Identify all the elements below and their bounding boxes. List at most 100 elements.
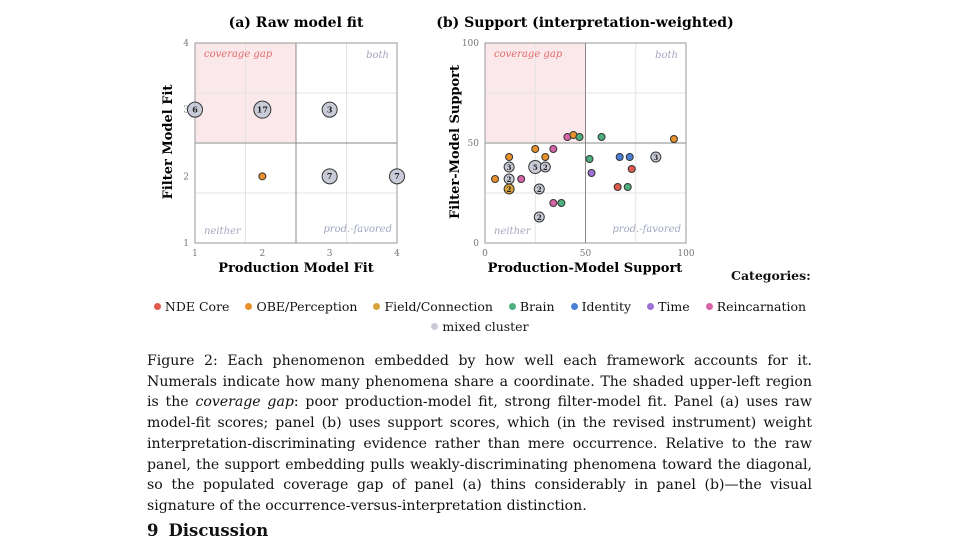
panel-b-point — [503, 183, 515, 195]
legend-label: mixed cluster — [442, 318, 529, 334]
legend-label: Time — [658, 298, 690, 314]
panel-a-xtick: 2 — [259, 249, 265, 259]
panel-b-point-count: 2 — [507, 175, 512, 184]
legend-item: mixed cluster — [431, 318, 529, 334]
panel-a-point-count: 17 — [257, 104, 268, 114]
figure-svg: (a) Raw model fit 1 2 3 4 1 2 3 4 coverage gap bo… — [161, 15, 734, 276]
panel-b-point — [557, 199, 566, 207]
panel-b-point — [533, 183, 545, 195]
legend-row: NDE Core OBE/Perception Field/Connection Br… — [130, 296, 830, 316]
panel-a-xtick: 3 — [327, 249, 333, 259]
legend-swatch — [705, 302, 713, 310]
panel-a-frame — [194, 42, 398, 244]
panel-a-region-both: both — [366, 50, 389, 61]
panel-b-region-both: both — [655, 50, 678, 61]
panel-b-ylabel: Filter-Model Support — [448, 65, 463, 219]
panel-b-point-count: 2 — [537, 213, 542, 222]
panel-b-point — [575, 133, 584, 141]
panel-b-point — [627, 165, 636, 173]
legend-label: Field/Connection — [384, 298, 493, 314]
panel-b-point — [623, 183, 632, 191]
panel-b-ytick: 50 — [468, 139, 480, 149]
caption-emphasis: coverage gap — [195, 394, 294, 411]
panel-a: (a) Raw model fit 1 2 3 4 1 2 3 4 coverage gap bo… — [161, 15, 405, 276]
legend-swatch — [245, 302, 253, 310]
panel-b-point-count: 2 — [507, 185, 512, 194]
panel-b-point — [615, 153, 624, 161]
legend-item: Brain — [508, 298, 555, 314]
legend-swatch — [570, 302, 578, 310]
panel-a-point-count: 6 — [192, 104, 198, 114]
legend-item: Identity — [570, 298, 632, 314]
legend-swatch — [431, 322, 439, 330]
panel-b-point — [585, 155, 594, 163]
panel-b-region-neither: neither — [494, 226, 532, 237]
panel-b-point — [625, 153, 634, 161]
panel-a-region-neither: neither — [204, 226, 242, 237]
legend-label: Identity — [581, 298, 632, 314]
panel-b-point — [587, 169, 596, 177]
panel-b-point — [491, 175, 500, 183]
caption-text: : poor production-model fit, strong filt… — [147, 394, 812, 514]
legend-item: NDE Core — [153, 298, 230, 314]
legend-label: Brain — [519, 298, 555, 314]
panel-a-xtick: 1 — [192, 249, 198, 259]
legend-label: Reincarnation — [716, 298, 807, 314]
panel-b-point-count: 3 — [507, 163, 512, 172]
panel-b-point-count: 2 — [543, 163, 548, 172]
panel-b-xtick: 0 — [482, 249, 488, 259]
legend-swatch — [373, 302, 381, 310]
panel-a-point-count: 7 — [327, 171, 333, 181]
panel-b-point — [531, 145, 540, 153]
panel-b-xtick: 100 — [677, 249, 694, 259]
panel-b-ytick: 0 — [473, 239, 479, 249]
panel-b-point — [539, 161, 551, 173]
panel-a-ytick: 3 — [183, 106, 189, 116]
panel-a-region-prod-favored: prod.-favored — [323, 224, 392, 235]
panel-a-xlabel: Production Model Fit — [218, 261, 373, 276]
legend-label: OBE/Perception — [256, 298, 358, 314]
panel-a-ytick: 1 — [183, 239, 189, 249]
section-number: 9 — [147, 521, 159, 540]
panel-b-point — [517, 175, 526, 183]
legend-item: Reincarnation — [705, 298, 807, 314]
panel-b-point — [549, 199, 558, 207]
legend-item: Time — [647, 299, 690, 314]
figure-caption: Figure 2: Each phenomenon embedded by ho… — [147, 351, 812, 517]
legend-swatch — [153, 302, 161, 310]
panel-a-point — [258, 172, 267, 181]
legend-label: NDE Core — [164, 298, 230, 314]
panel-a-point-count: 3 — [327, 104, 333, 114]
legend-item: Field/Connection — [373, 298, 493, 314]
caption-text: Figure 2: Each phenomenon embedded by ho… — [147, 353, 812, 411]
legend: NDE Core OBE/Perception Field/Connection Br… — [130, 296, 830, 336]
legend-swatch — [508, 302, 516, 310]
panel-a-ytick: 4 — [183, 39, 189, 49]
panel-a-point — [253, 100, 272, 119]
panel-a-point-count: 7 — [394, 171, 400, 181]
panel-b-point — [505, 153, 514, 161]
panel-b-point — [549, 145, 558, 153]
panel-a-title: (a) Raw model fit — [229, 15, 364, 31]
panel-a-xtick: 4 — [394, 249, 400, 259]
panel-b-xtick: 50 — [580, 249, 592, 259]
panel-a-point — [389, 168, 405, 185]
panel-b-point — [533, 211, 545, 223]
panel-b-point — [669, 135, 678, 143]
panel-b-point — [650, 151, 662, 163]
panel-a-ytick: 2 — [183, 172, 189, 182]
panel-b-xlabel: Production-Model Support — [488, 261, 683, 276]
panel-a-point — [321, 168, 338, 185]
legend-row: mixed cluster — [130, 316, 830, 336]
panel-b-ytick: 100 — [462, 39, 479, 49]
panel-b-point-count: 2 — [537, 185, 542, 194]
panel-a-ylabel: Filter Model Fit — [161, 85, 176, 200]
panel-b-point-count: 3 — [653, 153, 658, 162]
categories-title: Categories: — [731, 268, 811, 283]
legend-item: OBE/Perception — [245, 299, 357, 314]
panel-b: (b) Support (interpretation-weighted) 0 5… — [436, 15, 733, 276]
panel-b-point — [597, 133, 606, 141]
panel-b-point — [613, 183, 622, 191]
legend-swatch — [647, 302, 655, 310]
panel-b-point — [541, 153, 550, 161]
